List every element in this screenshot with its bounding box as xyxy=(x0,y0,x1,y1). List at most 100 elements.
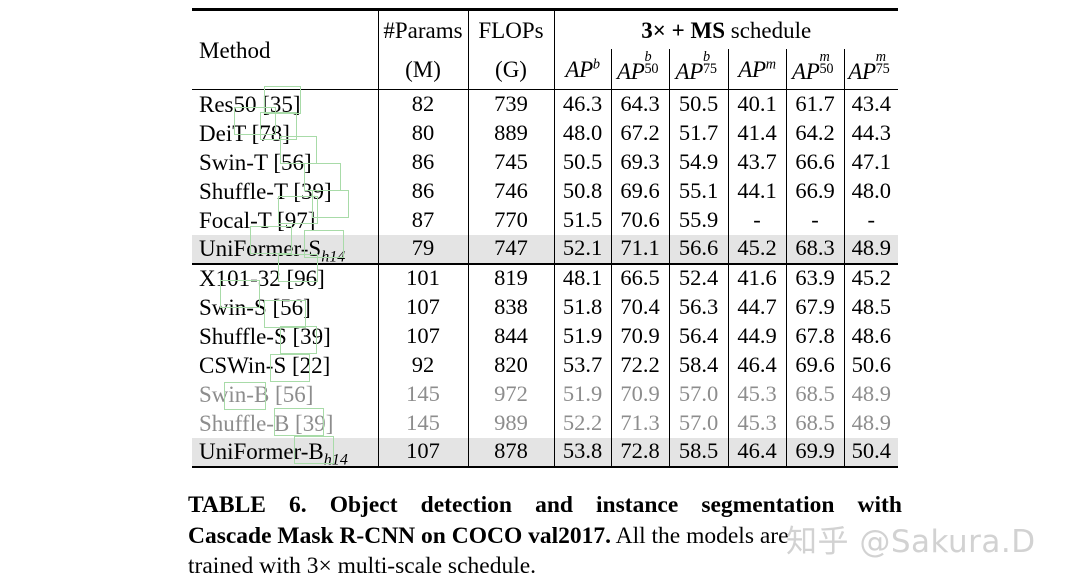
header-ap-b: APb xyxy=(553,49,611,90)
cell-params: 107 xyxy=(377,437,468,468)
cell-metric: 57.0 xyxy=(668,408,728,438)
table-row: DeiT [78] 80 889 48.0 67.2 51.7 41.4 64.2 44.3 xyxy=(192,118,898,148)
cell-params: 80 xyxy=(377,118,468,148)
cell-metric: 48.0 xyxy=(553,118,611,148)
cell-metric: 58.5 xyxy=(668,437,728,468)
cell-metric: 53.7 xyxy=(553,350,611,380)
results-table-container: Method #Params FLOPs 3× + MS schedule (M… xyxy=(192,8,898,468)
cell-params: 92 xyxy=(377,350,468,380)
caption-word-1: 6. xyxy=(289,492,307,518)
cell-method: UniFormer-Sh14 xyxy=(199,236,346,266)
cell-metric: 44.9 xyxy=(727,321,786,351)
cell-method: Swin-S [56] xyxy=(199,294,311,320)
header-ap-m: APm xyxy=(727,49,786,90)
cell-metric: - xyxy=(843,205,898,235)
cell-metric: 71.3 xyxy=(610,408,669,438)
caption-word-7: with xyxy=(857,492,902,518)
cell-metric: 70.9 xyxy=(610,379,669,409)
table-row: UniFormer-Bh14 107 878 53.8 72.8 58.5 46.4 69.9… xyxy=(192,437,898,468)
table-caption: TABLE 6. Object detection and instance s… xyxy=(188,490,902,582)
header-schedule-span: 3× + MS schedule xyxy=(553,8,898,49)
caption-line2-rest: All the models are xyxy=(615,522,789,549)
results-table: Method #Params FLOPs 3× + MS schedule (M… xyxy=(192,8,898,468)
table-row: Swin-B [56] 145 972 51.9 70.9 57.0 45.3 68.5 48.… xyxy=(192,379,898,409)
cell-metric: 48.1 xyxy=(553,262,611,293)
cell-method: UniFormer-Bh14 xyxy=(192,437,378,468)
cell-method: DeiT [78] xyxy=(199,120,290,146)
cell-metric: 51.8 xyxy=(553,292,611,322)
cell-metric: 55.1 xyxy=(668,176,728,206)
cell-metric: 44.3 xyxy=(843,118,898,148)
caption-line2-bold: Cascade Mask R-CNN on COCO val2017. xyxy=(188,522,611,549)
cell-metric: 56.6 xyxy=(668,234,728,264)
cell-metric: 51.7 xyxy=(668,118,728,148)
cell-metric: 51.9 xyxy=(553,379,611,409)
table-head: Method #Params FLOPs 3× + MS schedule (M… xyxy=(192,8,898,90)
caption-word-3: detection xyxy=(420,492,512,518)
header-ap-m-75: AP m 75 xyxy=(843,49,898,90)
cell-flops: 820 xyxy=(467,350,554,380)
cell-metric: 48.6 xyxy=(843,321,898,351)
cell-metric: 43.7 xyxy=(727,147,786,177)
caption-word-4: and xyxy=(535,492,573,518)
cell-flops: 745 xyxy=(467,147,554,177)
cell-metric: 45.3 xyxy=(727,379,786,409)
cell-metric: 72.2 xyxy=(610,350,669,380)
header-row-1: Method #Params FLOPs 3× + MS schedule xyxy=(192,8,898,90)
cell-params: 107 xyxy=(377,292,468,322)
cell-metric: 69.3 xyxy=(610,147,669,177)
cell-method: Shuffle-S [39] xyxy=(199,323,331,349)
header-schedule-bold: 3× + MS xyxy=(641,17,725,43)
cell-metric: 67.8 xyxy=(785,321,844,351)
cell-params: 79 xyxy=(377,234,468,264)
cell-metric: 58.4 xyxy=(668,350,728,380)
caption-line-3: trained with 3× multi-scale schedule. xyxy=(188,553,537,580)
cell-params: 101 xyxy=(377,262,468,293)
cell-params: 107 xyxy=(377,321,468,351)
table-row: X101-32 [96] 101 819 48.1 66.5 52.4 41.6 63.9 45… xyxy=(192,262,898,293)
table-row: Shuffle-B [39] 145 989 52.2 71.3 57.0 45.3 68.5… xyxy=(192,408,898,438)
table-row: Swin-S [56] 107 838 51.8 70.4 56.3 44.7 67.9 48.… xyxy=(192,292,898,322)
cell-metric: 44.7 xyxy=(727,292,786,322)
cell-metric: 52.2 xyxy=(553,408,611,438)
cell-metric: 69.6 xyxy=(785,350,844,380)
cell-metric: 45.3 xyxy=(727,408,786,438)
cell-metric: 51.5 xyxy=(553,205,611,235)
cell-flops: 819 xyxy=(467,262,554,293)
cell-metric: 41.4 xyxy=(727,118,786,148)
cell-metric: 64.3 xyxy=(610,89,669,119)
cell-metric: 69.9 xyxy=(785,437,844,468)
header-ap-b-50: AP b 50 xyxy=(610,49,669,90)
cell-metric: 72.8 xyxy=(610,437,669,468)
cell-metric: 48.9 xyxy=(843,234,898,264)
cell-method: Swin-T [56] xyxy=(199,149,312,175)
header-flops-line1: FLOPs xyxy=(467,8,554,49)
cell-flops: 739 xyxy=(467,89,554,119)
cell-metric: 50.5 xyxy=(553,147,611,177)
cell-flops: 838 xyxy=(467,292,554,322)
header-params-line2: (M) xyxy=(377,49,468,90)
cell-metric: 68.5 xyxy=(785,408,844,438)
cell-method: Shuffle-B [39] xyxy=(199,410,334,436)
cell-method: X101-32 [96] xyxy=(192,262,378,293)
cell-metric: 43.4 xyxy=(843,89,898,119)
cell-metric: 41.6 xyxy=(727,262,786,293)
header-ap-b-75: AP b 75 xyxy=(668,49,728,90)
cell-metric: 70.6 xyxy=(610,205,669,235)
table-row: Shuffle-T [39] 86 746 50.8 69.6 55.1 44.1 66.9 4… xyxy=(192,176,898,206)
cell-params: 86 xyxy=(377,176,468,206)
table-row: UniFormer-Sh14 79 747 52.1 71.1 56.6 45.2 68.3 4… xyxy=(192,234,898,266)
caption-word-6: segmentation xyxy=(701,492,835,518)
cell-metric: 48.0 xyxy=(843,176,898,206)
cell-metric: - xyxy=(727,205,786,235)
cell-metric: 46.4 xyxy=(727,350,786,380)
header-schedule-rest: schedule xyxy=(725,17,812,43)
cell-method: Focal-T [97] xyxy=(199,207,316,233)
cell-metric: 54.9 xyxy=(668,147,728,177)
caption-word-5: instance xyxy=(596,492,679,518)
cell-flops: 747 xyxy=(467,234,554,264)
caption-word-2: Object xyxy=(329,492,398,518)
cell-metric: 45.2 xyxy=(727,234,786,264)
cell-metric: 70.9 xyxy=(610,321,669,351)
cell-metric: 52.4 xyxy=(668,262,728,293)
